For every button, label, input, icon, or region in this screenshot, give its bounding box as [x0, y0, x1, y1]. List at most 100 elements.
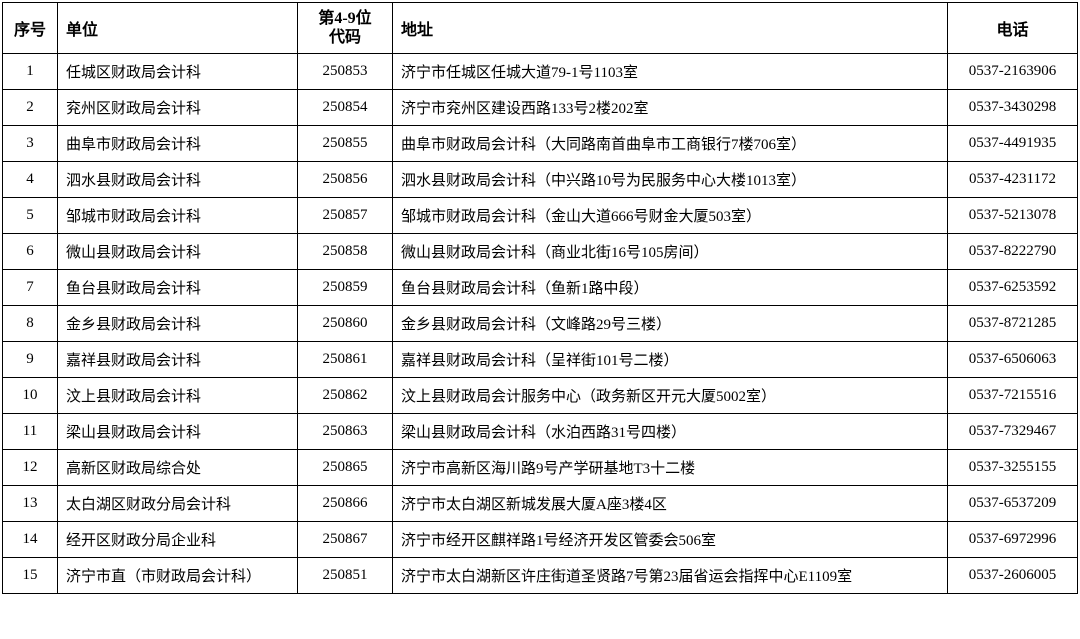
table-row: 8金乡县财政局会计科250860金乡县财政局会计科（文峰路29号三楼）0537-… — [3, 306, 1078, 342]
cell-code: 250863 — [298, 414, 393, 450]
cell-phone: 0537-6253592 — [948, 270, 1078, 306]
cell-phone: 0537-3430298 — [948, 90, 1078, 126]
header-code: 第4-9位 代码 — [298, 3, 393, 54]
finance-bureaus-table: 序号 单位 第4-9位 代码 地址 电话 1任城区财政局会计科250853济宁市… — [2, 2, 1078, 594]
cell-index: 3 — [3, 126, 58, 162]
cell-code: 250851 — [298, 558, 393, 594]
cell-unit: 邹城市财政局会计科 — [58, 198, 298, 234]
cell-address: 济宁市高新区海川路9号产学研基地T3十二楼 — [393, 450, 948, 486]
cell-address: 济宁市经开区麒祥路1号经济开发区管委会506室 — [393, 522, 948, 558]
cell-unit: 任城区财政局会计科 — [58, 54, 298, 90]
header-index: 序号 — [3, 3, 58, 54]
cell-unit: 济宁市直（市财政局会计科） — [58, 558, 298, 594]
cell-phone: 0537-3255155 — [948, 450, 1078, 486]
cell-address: 微山县财政局会计科（商业北街16号105房间） — [393, 234, 948, 270]
header-row: 序号 单位 第4-9位 代码 地址 电话 — [3, 3, 1078, 54]
cell-unit: 鱼台县财政局会计科 — [58, 270, 298, 306]
cell-code: 250855 — [298, 126, 393, 162]
table-row: 2兖州区财政局会计科250854济宁市兖州区建设西路133号2楼202室0537… — [3, 90, 1078, 126]
table-row: 1任城区财政局会计科250853济宁市任城区任城大道79-1号1103室0537… — [3, 54, 1078, 90]
cell-code: 250867 — [298, 522, 393, 558]
cell-code: 250854 — [298, 90, 393, 126]
cell-index: 13 — [3, 486, 58, 522]
cell-index: 2 — [3, 90, 58, 126]
cell-code: 250857 — [298, 198, 393, 234]
cell-phone: 0537-7329467 — [948, 414, 1078, 450]
cell-phone: 0537-4491935 — [948, 126, 1078, 162]
cell-code: 250856 — [298, 162, 393, 198]
table-row: 10汶上县财政局会计科250862汶上县财政局会计服务中心（政务新区开元大厦50… — [3, 378, 1078, 414]
cell-unit: 曲阜市财政局会计科 — [58, 126, 298, 162]
cell-phone: 0537-2163906 — [948, 54, 1078, 90]
cell-unit: 经开区财政分局企业科 — [58, 522, 298, 558]
header-code-line2: 代码 — [329, 29, 361, 46]
cell-address: 济宁市任城区任城大道79-1号1103室 — [393, 54, 948, 90]
cell-index: 10 — [3, 378, 58, 414]
cell-index: 9 — [3, 342, 58, 378]
cell-index: 12 — [3, 450, 58, 486]
cell-index: 6 — [3, 234, 58, 270]
cell-address: 济宁市太白湖区新城发展大厦A座3楼4区 — [393, 486, 948, 522]
table-row: 3曲阜市财政局会计科250855曲阜市财政局会计科（大同路南首曲阜市工商银行7楼… — [3, 126, 1078, 162]
cell-unit: 嘉祥县财政局会计科 — [58, 342, 298, 378]
cell-unit: 汶上县财政局会计科 — [58, 378, 298, 414]
header-phone: 电话 — [948, 3, 1078, 54]
table-row: 9嘉祥县财政局会计科250861嘉祥县财政局会计科（呈祥街101号二楼）0537… — [3, 342, 1078, 378]
cell-index: 8 — [3, 306, 58, 342]
cell-code: 250862 — [298, 378, 393, 414]
cell-index: 1 — [3, 54, 58, 90]
cell-unit: 太白湖区财政分局会计科 — [58, 486, 298, 522]
cell-unit: 金乡县财政局会计科 — [58, 306, 298, 342]
cell-phone: 0537-6537209 — [948, 486, 1078, 522]
cell-address: 金乡县财政局会计科（文峰路29号三楼） — [393, 306, 948, 342]
cell-address: 曲阜市财政局会计科（大同路南首曲阜市工商银行7楼706室） — [393, 126, 948, 162]
table-row: 14经开区财政分局企业科250867济宁市经开区麒祥路1号经济开发区管委会506… — [3, 522, 1078, 558]
cell-address: 邹城市财政局会计科（金山大道666号财金大厦503室） — [393, 198, 948, 234]
cell-index: 15 — [3, 558, 58, 594]
table-row: 7鱼台县财政局会计科250859鱼台县财政局会计科（鱼新1路中段）0537-62… — [3, 270, 1078, 306]
cell-address: 嘉祥县财政局会计科（呈祥街101号二楼） — [393, 342, 948, 378]
table-header: 序号 单位 第4-9位 代码 地址 电话 — [3, 3, 1078, 54]
cell-code: 250861 — [298, 342, 393, 378]
table-row: 15济宁市直（市财政局会计科）250851济宁市太白湖新区许庄街道圣贤路7号第2… — [3, 558, 1078, 594]
cell-phone: 0537-2606005 — [948, 558, 1078, 594]
table-row: 12高新区财政局综合处250865济宁市高新区海川路9号产学研基地T3十二楼05… — [3, 450, 1078, 486]
cell-unit: 高新区财政局综合处 — [58, 450, 298, 486]
header-code-line1: 第4-9位 — [318, 10, 371, 27]
cell-index: 7 — [3, 270, 58, 306]
header-unit: 单位 — [58, 3, 298, 54]
table-body: 1任城区财政局会计科250853济宁市任城区任城大道79-1号1103室0537… — [3, 54, 1078, 594]
cell-address: 梁山县财政局会计科（水泊西路31号四楼） — [393, 414, 948, 450]
cell-unit: 梁山县财政局会计科 — [58, 414, 298, 450]
cell-address: 泗水县财政局会计科（中兴路10号为民服务中心大楼1013室） — [393, 162, 948, 198]
cell-address: 汶上县财政局会计服务中心（政务新区开元大厦5002室） — [393, 378, 948, 414]
cell-phone: 0537-4231172 — [948, 162, 1078, 198]
cell-unit: 微山县财政局会计科 — [58, 234, 298, 270]
cell-code: 250866 — [298, 486, 393, 522]
cell-code: 250853 — [298, 54, 393, 90]
cell-code: 250858 — [298, 234, 393, 270]
table-row: 13太白湖区财政分局会计科250866济宁市太白湖区新城发展大厦A座3楼4区05… — [3, 486, 1078, 522]
cell-phone: 0537-8222790 — [948, 234, 1078, 270]
cell-unit: 泗水县财政局会计科 — [58, 162, 298, 198]
header-address: 地址 — [393, 3, 948, 54]
cell-phone: 0537-5213078 — [948, 198, 1078, 234]
cell-phone: 0537-7215516 — [948, 378, 1078, 414]
table-row: 4泗水县财政局会计科250856泗水县财政局会计科（中兴路10号为民服务中心大楼… — [3, 162, 1078, 198]
cell-index: 14 — [3, 522, 58, 558]
cell-phone: 0537-6972996 — [948, 522, 1078, 558]
cell-code: 250860 — [298, 306, 393, 342]
cell-phone: 0537-6506063 — [948, 342, 1078, 378]
cell-code: 250865 — [298, 450, 393, 486]
cell-index: 4 — [3, 162, 58, 198]
cell-unit: 兖州区财政局会计科 — [58, 90, 298, 126]
table-row: 11梁山县财政局会计科250863梁山县财政局会计科（水泊西路31号四楼）053… — [3, 414, 1078, 450]
table-row: 6微山县财政局会计科250858微山县财政局会计科（商业北街16号105房间）0… — [3, 234, 1078, 270]
cell-address: 济宁市太白湖新区许庄街道圣贤路7号第23届省运会指挥中心E1109室 — [393, 558, 948, 594]
cell-address: 济宁市兖州区建设西路133号2楼202室 — [393, 90, 948, 126]
cell-address: 鱼台县财政局会计科（鱼新1路中段） — [393, 270, 948, 306]
cell-index: 5 — [3, 198, 58, 234]
table-row: 5邹城市财政局会计科250857邹城市财政局会计科（金山大道666号财金大厦50… — [3, 198, 1078, 234]
cell-phone: 0537-8721285 — [948, 306, 1078, 342]
cell-code: 250859 — [298, 270, 393, 306]
